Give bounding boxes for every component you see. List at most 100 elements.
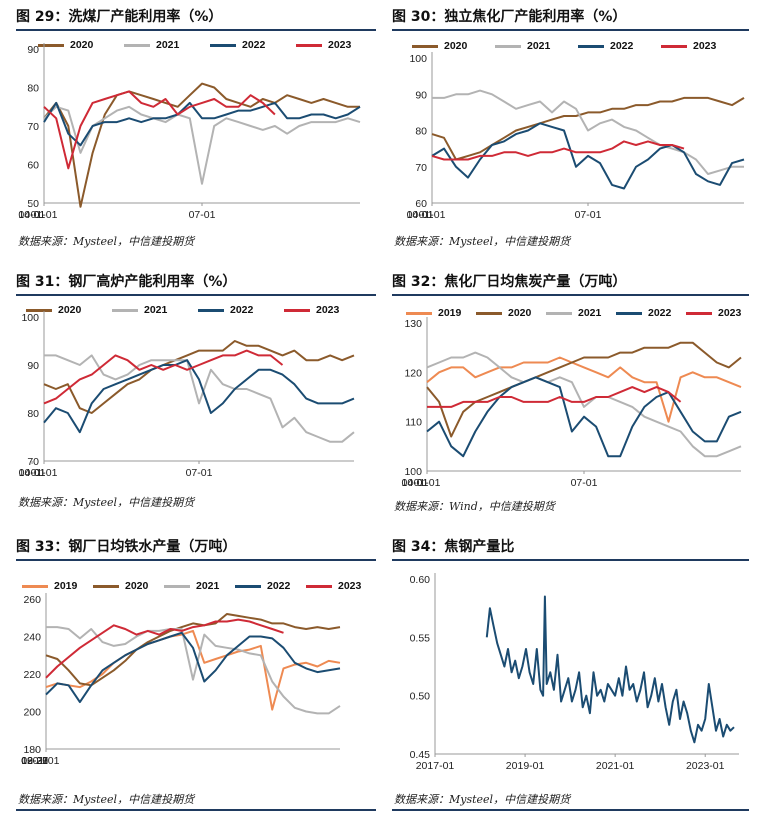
legend-label: 2023 (718, 307, 742, 319)
legend-label: 2023 (328, 39, 352, 51)
x-tick-label: 10-01 (18, 209, 45, 221)
x-tick-label: 07-01 (189, 209, 216, 221)
y-tick-label: 180 (23, 744, 41, 756)
y-tick-label: 100 (21, 312, 39, 324)
series-line-2022 (431, 122, 745, 190)
legend-label: 2019 (438, 307, 462, 319)
series-line-2021 (426, 351, 742, 458)
series-line-2021 (46, 626, 341, 715)
panel-title: 图 29：洗煤厂产能利用率（%） (16, 9, 223, 25)
x-tick-label: 10-01 (407, 209, 434, 221)
legend-item-2021: 2021 (495, 40, 578, 52)
legend-item-2019: 2019 (406, 307, 476, 319)
panel-title: 图 32：焦化厂日均焦炭产量（万吨） (392, 274, 627, 290)
legend-label: 2021 (527, 40, 551, 52)
series-line-2023 (43, 90, 276, 170)
y-tick-label: 100 (409, 53, 427, 65)
bottom-rule (392, 809, 749, 811)
x-tick-label: 01-01 (31, 467, 58, 479)
y-tick-label: 100 (404, 466, 422, 478)
source-note: 数据来源：Mysteel，中信建投期货 (18, 793, 195, 806)
legend-item-2021: 2021 (124, 39, 210, 51)
legend: 2020 2021 2022 2023 (38, 39, 382, 51)
series-line-2020 (43, 340, 355, 414)
series-line-2022 (426, 376, 742, 458)
title-rule (16, 294, 376, 296)
panel-34: 图 34：焦钢产量比 0.45 0.50 0.55 0.60 2017-01 2019-0… (392, 535, 749, 811)
legend-item-2021: 2021 (164, 580, 235, 592)
legend-label: 2020 (125, 580, 149, 592)
series-line-2022 (43, 359, 355, 434)
legend-item-2023: 2023 (686, 307, 746, 319)
y-tick-label: 70 (27, 456, 39, 468)
y-tick-label: 260 (23, 594, 41, 606)
legend-item-2022: 2022 (210, 39, 296, 51)
legend-item-2023: 2023 (296, 39, 382, 51)
x-tick-label: 07-01 (186, 467, 213, 479)
panel-29: 图 29：洗煤厂产能利用率（%） 2020 2021 2022 2023 50 6… (16, 5, 376, 250)
legend-label: 2022 (230, 304, 254, 316)
y-tick-label: 90 (27, 360, 39, 372)
x-tick-label: 10-01 (401, 477, 428, 489)
x-tick-label: 2017-01 (416, 760, 455, 772)
legend-item-2020: 2020 (412, 40, 495, 52)
legend-item-2022: 2022 (235, 580, 306, 592)
y-tick-label: 50 (27, 198, 39, 210)
panel-33: 图 33：钢厂日均铁水产量（万吨） 2019 2020 2021 2022 20… (16, 535, 376, 811)
y-tick-label: 90 (415, 89, 427, 101)
legend-label: 2021 (196, 580, 220, 592)
panel-32: 图 32：焦化厂日均焦炭产量（万吨） 2019 2020 2021 2022 2… (392, 270, 749, 515)
legend-item-2021: 2021 (112, 304, 198, 316)
legend-item-2023: 2023 (306, 580, 366, 592)
legend-item-2021: 2021 (546, 307, 616, 319)
legend-item-2019: 2019 (22, 580, 93, 592)
x-tick-label: 09-27 (21, 755, 48, 767)
y-tick-label: 80 (27, 408, 39, 420)
legend-label: 2021 (144, 304, 168, 316)
bottom-rule (16, 809, 376, 811)
legend-label: 2022 (267, 580, 291, 592)
y-tick-label: 130 (404, 318, 422, 330)
x-tick-label: 01-01 (33, 755, 60, 767)
y-tick-label: 120 (404, 367, 422, 379)
x-tick-label: 04-01 (401, 477, 428, 489)
legend-item-2022: 2022 (578, 40, 661, 52)
x-tick-label: 03-31 (21, 755, 48, 767)
legend: 2019 2020 2021 2022 2023 (22, 580, 366, 592)
y-tick-label: 0.45 (410, 749, 431, 761)
y-tick-label: 60 (415, 198, 427, 210)
series-line-2019 (45, 629, 341, 711)
x-tick-label: 01-01 (419, 209, 446, 221)
legend-label: 2019 (54, 580, 78, 592)
series-line-2021 (44, 354, 355, 443)
legend-label: 2020 (444, 40, 468, 52)
y-tick-label: 220 (23, 669, 41, 681)
y-tick-label: 70 (415, 162, 427, 174)
x-tick-label: 2023-01 (686, 760, 725, 772)
legend-item-2020: 2020 (93, 580, 164, 592)
legend-item-2023: 2023 (661, 40, 744, 52)
x-tick-label: 10-01 (19, 467, 46, 479)
panel-title: 图 34：焦钢产量比 (392, 539, 515, 555)
x-tick-label: 01-01 (31, 209, 58, 221)
x-tick-label: 07-01 (575, 209, 602, 221)
x-tick-label: 06-29 (21, 755, 48, 767)
series-line-2021 (432, 89, 744, 175)
y-tick-label: 0.50 (410, 691, 431, 703)
series-line-2022 (43, 101, 361, 147)
x-tick-label: 04-01 (19, 467, 46, 479)
legend-label: 2021 (578, 307, 602, 319)
y-tick-label: 240 (23, 632, 41, 644)
legend-item-2022: 2022 (198, 304, 284, 316)
panel-title: 图 31：钢厂高炉产能利用率（%） (16, 274, 237, 290)
legend-label: 2020 (70, 39, 94, 51)
series-line-2020 (431, 96, 745, 161)
legend-label: 2023 (338, 580, 362, 592)
y-tick-label: 80 (27, 83, 39, 95)
y-tick-label: 80 (415, 126, 427, 138)
legend-item-2023: 2023 (284, 304, 370, 316)
legend: 2020 2021 2022 2023 (412, 40, 744, 52)
